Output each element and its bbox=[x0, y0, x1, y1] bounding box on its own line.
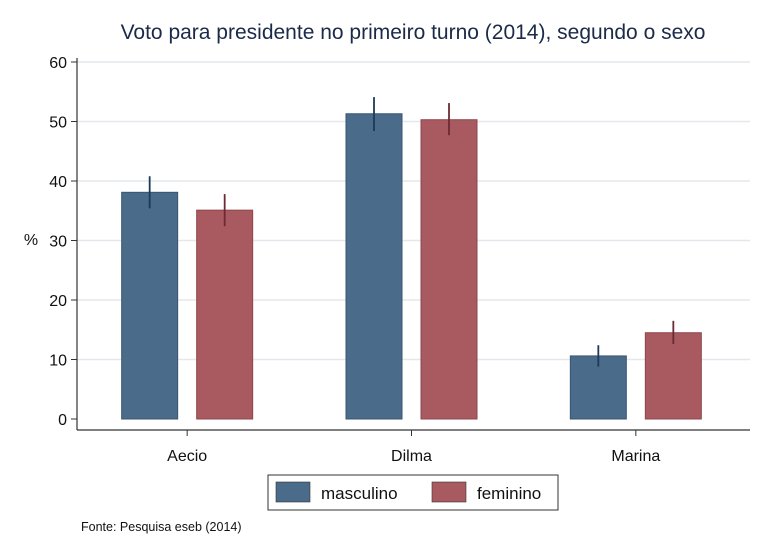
y-tick-label: 20 bbox=[49, 293, 67, 310]
bar-feminino-aecio bbox=[196, 209, 254, 420]
y-tick-label: 40 bbox=[49, 174, 67, 191]
axes bbox=[76, 58, 750, 431]
bar-feminino-marina bbox=[644, 332, 702, 420]
legend-swatch-feminino bbox=[431, 481, 467, 503]
bars bbox=[121, 113, 702, 420]
x-tick-label-aecio: Aecio bbox=[167, 448, 207, 465]
legend-swatch-masculino bbox=[275, 481, 311, 503]
legend-label-feminino: feminino bbox=[477, 484, 541, 503]
y-tick-label: 50 bbox=[49, 115, 67, 132]
y-ticks: 0 10 20 30 40 50 60 bbox=[49, 55, 77, 429]
y-axis-label: % bbox=[24, 232, 38, 249]
y-tick-label: 0 bbox=[58, 412, 67, 429]
y-tick-label: 10 bbox=[49, 353, 67, 370]
y-tick-label: 30 bbox=[49, 234, 67, 251]
source-note: Fonte: Pesquisa eseb (2014) bbox=[81, 520, 242, 534]
x-tick-label-dilma: Dilma bbox=[391, 448, 432, 465]
gridlines bbox=[77, 61, 750, 361]
bar-masculino-aecio bbox=[121, 191, 179, 420]
legend: masculino feminino bbox=[267, 474, 559, 511]
error-bars bbox=[148, 97, 675, 367]
chart-title: Voto para presidente no primeiro turno (… bbox=[121, 21, 706, 44]
legend-label-masculino: masculino bbox=[321, 484, 398, 503]
y-tick-label: 60 bbox=[49, 55, 67, 72]
legend-box bbox=[267, 474, 559, 511]
x-tick-label-marina: Marina bbox=[611, 448, 660, 465]
bar-masculino-dilma bbox=[345, 113, 403, 420]
bar-feminino-dilma bbox=[420, 119, 478, 420]
x-ticks: Aecio Dilma Marina bbox=[167, 430, 660, 465]
